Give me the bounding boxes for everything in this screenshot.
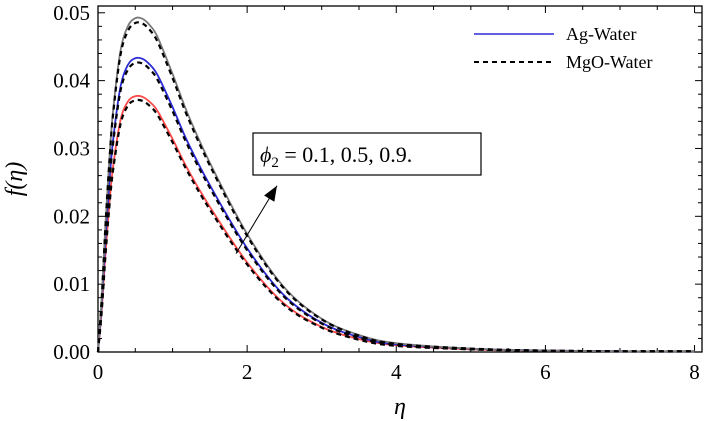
annotation-arrowhead [264, 185, 277, 202]
x-tick-label: 8 [689, 360, 700, 384]
annotation-subscript: 2 [271, 155, 279, 171]
y-tick-label: 0.01 [53, 272, 90, 296]
plot-frame [97, 5, 703, 353]
legend-label-mgo-water: MgO-Water [566, 52, 653, 72]
tick-layer: 0 2 4 6 8 0.00 0.01 0.02 0.03 0.04 0.05 [53, 1, 702, 384]
annotation-box [252, 132, 482, 176]
legend-label-ag-water: Ag-Water [566, 24, 637, 44]
series-line-mgo-water-phi2-0-1 [96, 98, 695, 353]
y-axis-label: f(η) [2, 162, 28, 197]
x-tick-label: 4 [391, 360, 402, 384]
y-tick-label: 0.00 [53, 340, 90, 364]
annotation-symbol: ϕ [260, 142, 271, 167]
annotation-text: ϕ2 = 0.1, 0.5, 0.9. [260, 142, 412, 171]
y-tick-label: 0.03 [53, 136, 90, 160]
legend: Ag-Water MgO-Water [474, 24, 653, 72]
series-layer [96, 16, 695, 353]
series-line-mgo-water-phi2-0-5 [96, 61, 695, 353]
x-tick-label: 6 [540, 360, 551, 384]
x-tick-label: 2 [242, 360, 253, 384]
y-tick-label: 0.05 [53, 1, 90, 25]
x-axis-label: η [394, 394, 406, 420]
series-line-mgo-water-phi2-0-9 [96, 21, 695, 353]
y-tick-label: 0.02 [53, 204, 90, 228]
y-tick-label: 0.04 [53, 69, 90, 93]
annotation: ϕ2 = 0.1, 0.5, 0.9. [235, 132, 482, 254]
annotation-values: = 0.1, 0.5, 0.9. [279, 142, 412, 167]
x-tick-label: 0 [93, 360, 104, 384]
